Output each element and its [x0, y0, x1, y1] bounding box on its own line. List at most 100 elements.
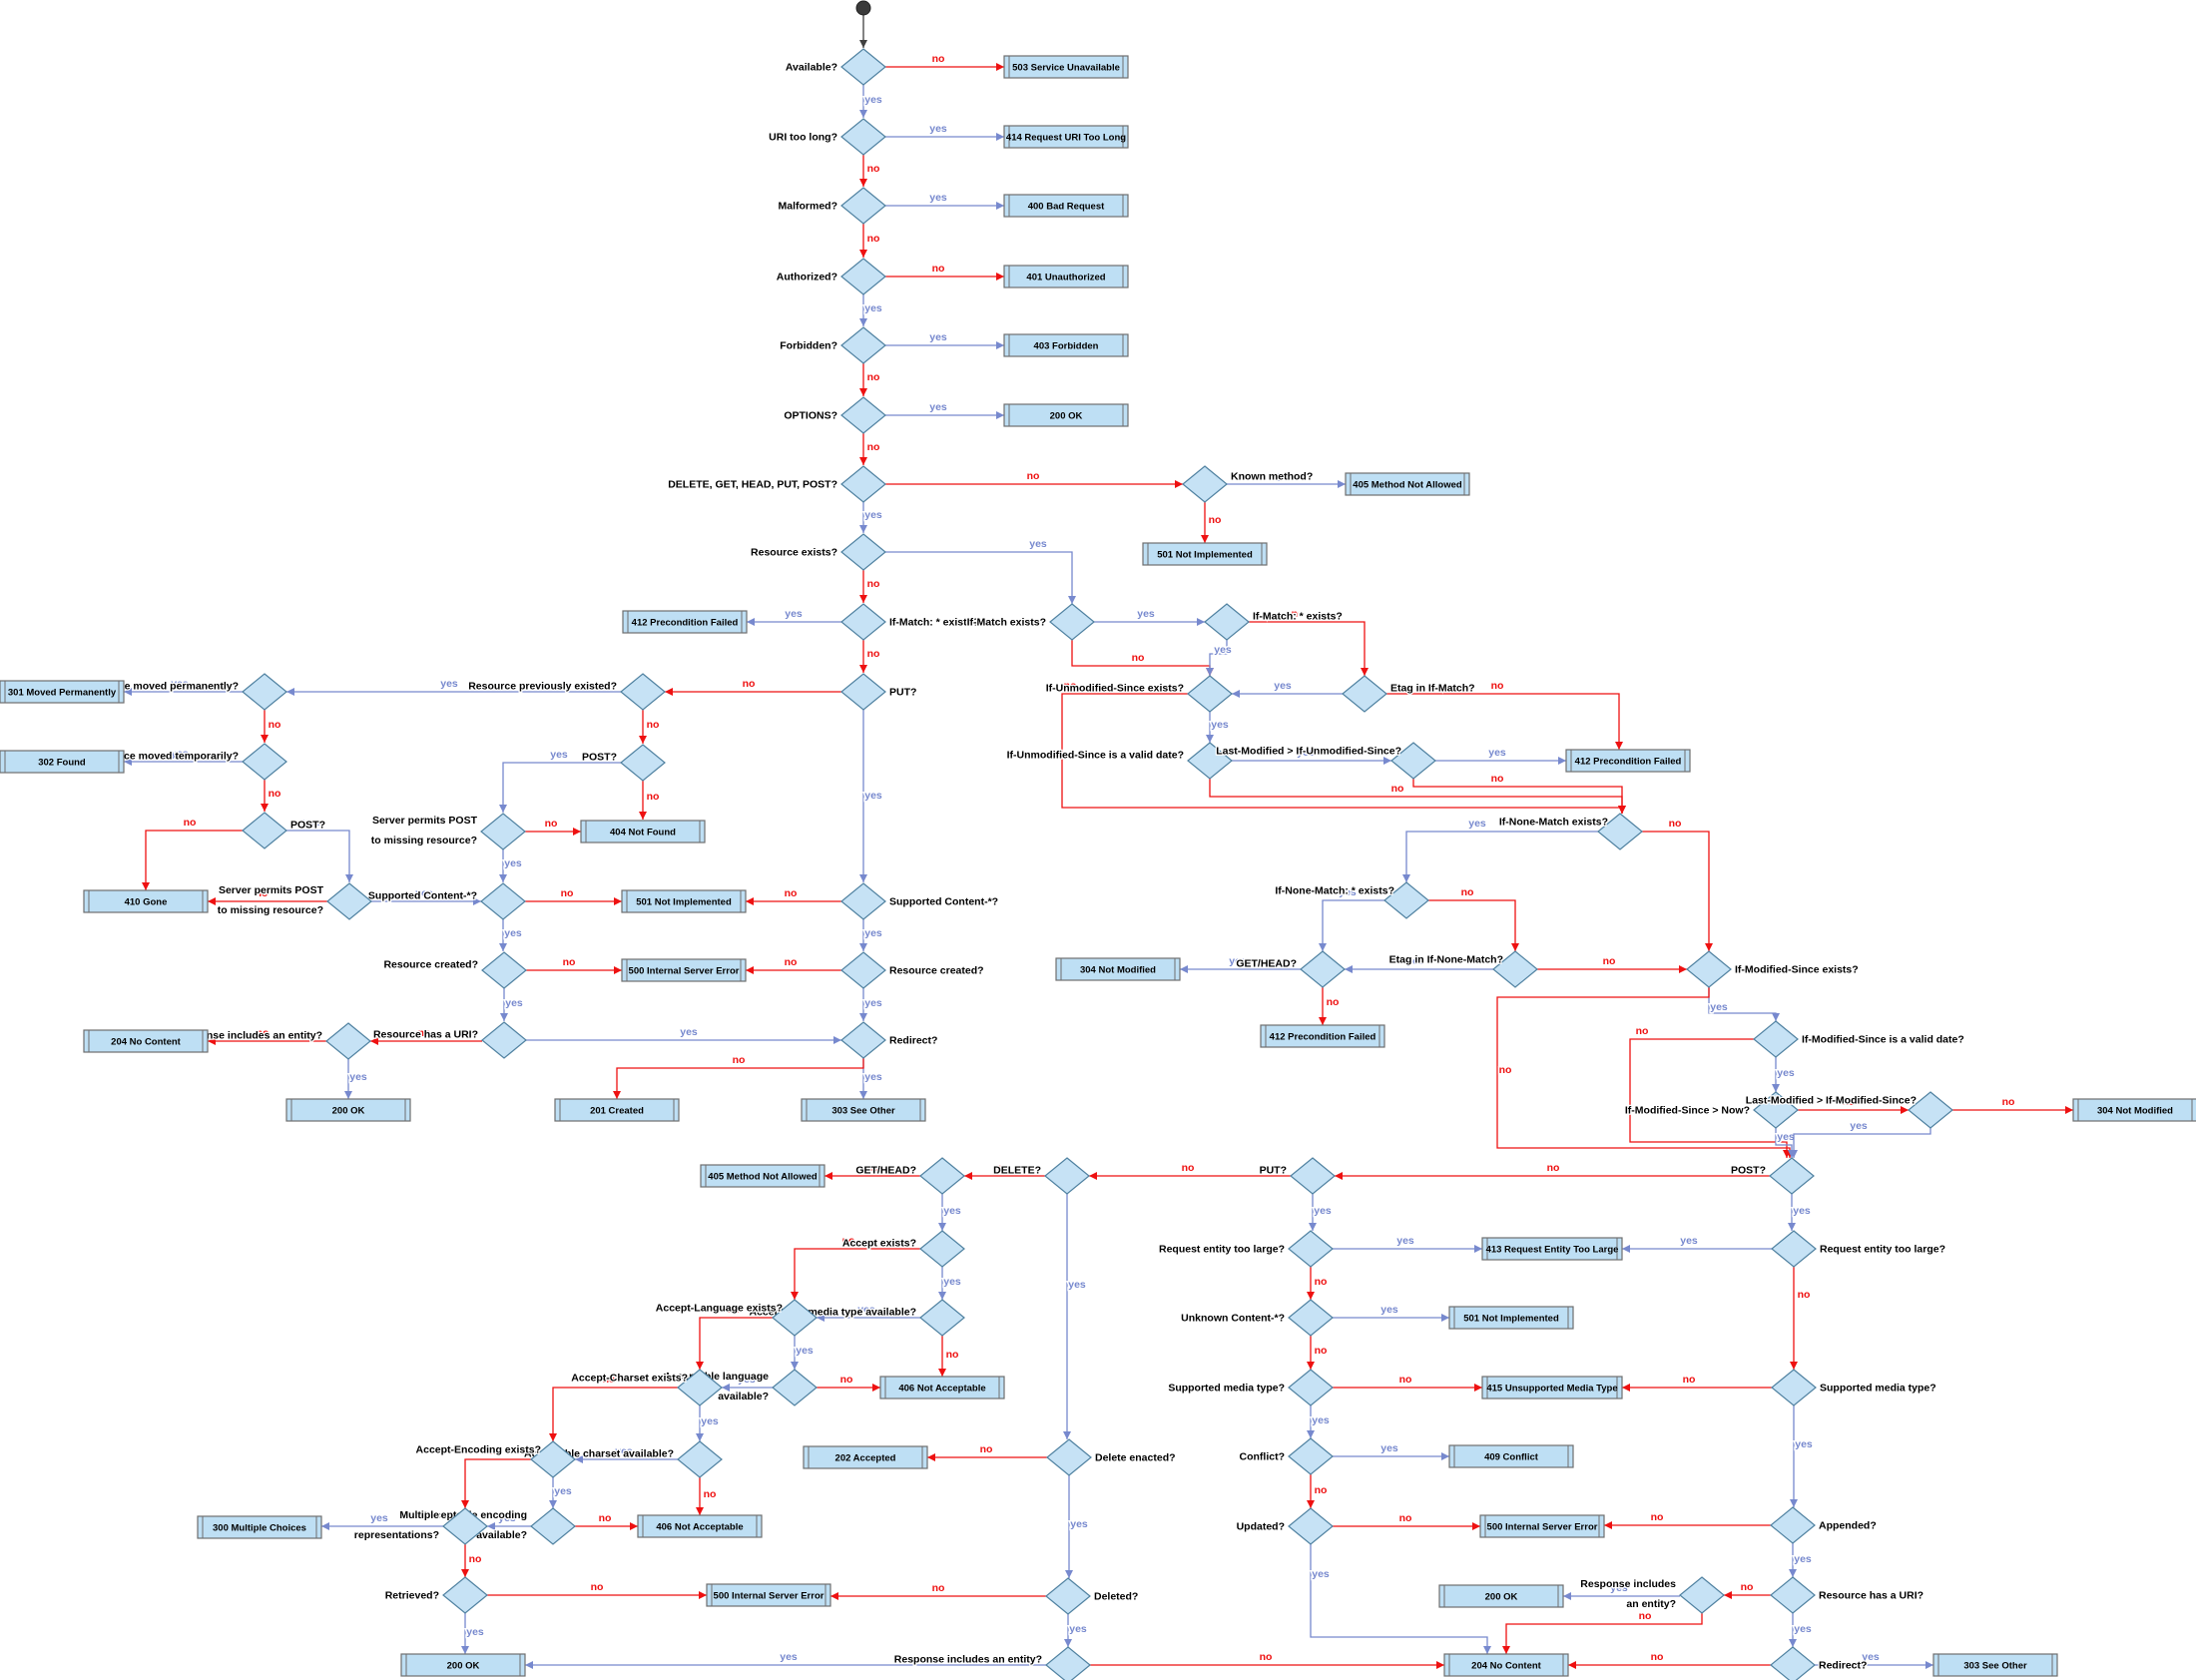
- node-b405a: 405 Method Not Allowed: [1345, 472, 1470, 496]
- decision-diamond: [1342, 675, 1387, 713]
- status-label: 202 Accepted: [835, 1453, 896, 1464]
- edge-label-no: no: [603, 1374, 616, 1386]
- edge-etag-in-if-match-yes-if-unmod-exists: yes: [1232, 679, 1343, 698]
- edge-label-no: no: [2002, 1096, 2015, 1108]
- edge-label-no: no: [733, 1054, 746, 1066]
- edge-res-moved-temp-no-post-b: no: [261, 780, 282, 812]
- edge-label-yes: yes: [171, 748, 189, 760]
- edge-label-no: no: [1260, 1651, 1273, 1663]
- edge-label-yes: yes: [1777, 1131, 1795, 1143]
- decision-label: If-None-Match exists?: [1499, 817, 1608, 829]
- status-box: [285, 1098, 411, 1122]
- node-post-a: POST?: [581, 744, 666, 782]
- edge-label-no: no: [1027, 470, 1040, 482]
- status-box: [580, 820, 706, 843]
- edge-label-no: no: [469, 1553, 482, 1565]
- node-server-permits-a: Server permits POST to missing resource?: [370, 813, 526, 850]
- edge-label-yes: yes: [1070, 1518, 1088, 1530]
- edge-resource-created-1-no-b500a: no: [746, 955, 841, 974]
- edge-resp-includes-entity-2-yes-b200c: yes: [525, 1650, 1046, 1669]
- node-options: OPTIONS?: [783, 396, 886, 434]
- edge-get-head-m-yes-accept-exists: yes: [938, 1194, 962, 1231]
- decision-label: Resource created?: [383, 959, 478, 971]
- edge-known-methods-yes-resource-exists: yes: [859, 502, 883, 533]
- node-if-mod-valid: If-Modified-Since is a valid date?: [1753, 1020, 1965, 1058]
- node-b406a: 406 Not Acceptable: [879, 1376, 1005, 1400]
- node-b501a: 501 Not Implemented: [1142, 542, 1268, 566]
- edge-res-moved-temp-yes-b302: yes: [124, 747, 243, 766]
- edge-updated-no-b500d: no: [1333, 1511, 1480, 1530]
- edge-acc-media-avail-yes-accept-lang-exists: yes: [817, 1303, 920, 1322]
- node-resource-has-uri-1: Resource has a URI?: [372, 1021, 527, 1059]
- edge-label-no: no: [867, 648, 880, 660]
- node-authorized: Authorized?: [776, 258, 886, 295]
- decision-label: Resource has a URI?: [1819, 1590, 1923, 1602]
- edge-label-no: no: [256, 887, 269, 899]
- status-label: 405 Method Not Allowed: [1353, 480, 1462, 491]
- status-box: [1260, 1024, 1385, 1048]
- edge-label-yes: yes: [1380, 1304, 1398, 1316]
- edges: no yes yes no yes no no yes yes no yes no no yes no yes…: [124, 15, 2073, 1669]
- decision-diamond: [840, 187, 886, 225]
- edge-label-yes: yes: [1069, 1623, 1087, 1635]
- edge-if-match-star-2-yes-if-unmod-exists: yes: [1206, 640, 1233, 676]
- decision-label: Resource has a URI?: [373, 1029, 478, 1041]
- decision-label: Resource exists?: [751, 547, 837, 559]
- status-box: [0, 750, 125, 774]
- status-box: [1003, 55, 1129, 79]
- edge-label-no: no: [1843, 1096, 1856, 1108]
- edge-label-yes: yes: [504, 857, 522, 869]
- edge-label-yes: yes: [1297, 747, 1315, 759]
- decision-diamond: [840, 465, 886, 503]
- edge-label-yes: yes: [780, 1651, 798, 1663]
- edge-acc-enc-avail-no-b406b: no: [575, 1511, 638, 1530]
- edge-label-yes: yes: [1137, 608, 1155, 620]
- edge-label-yes: yes: [554, 1485, 572, 1497]
- edge-if-unmod-valid-no-if-none-match-exists: no: [1209, 779, 1626, 814]
- edge-label-no: no: [599, 1512, 612, 1524]
- node-b400: 400 Bad Request: [1003, 194, 1129, 218]
- edge-label-yes: yes: [929, 331, 947, 343]
- edge-deleted-no-b500c: no: [830, 1581, 1046, 1600]
- edge-label-yes: yes: [171, 678, 189, 690]
- node-appended: Appended?: [1770, 1506, 1878, 1544]
- decision-label: GET/HEAD?: [855, 1165, 916, 1177]
- decision-label: Accept exists?: [842, 1238, 916, 1250]
- status-label: 410 Gone: [125, 897, 168, 908]
- status-box: [1479, 1514, 1605, 1538]
- edge-label-yes: yes: [415, 887, 433, 899]
- edge-label-yes: yes: [864, 1071, 882, 1083]
- decision-diamond: [840, 1021, 886, 1059]
- edge-acc-enc-avail-yes-multiple-reps: yes: [487, 1511, 531, 1530]
- edge-label-yes: yes: [466, 1626, 484, 1638]
- decision-label: Accept-Charset exists?: [571, 1373, 688, 1385]
- edge-label-no: no: [269, 788, 281, 800]
- edge-label-no: no: [785, 887, 798, 899]
- node-b303b: 303 See Other: [1932, 1653, 2058, 1677]
- edge-appended-no-b500d: no: [1604, 1510, 1771, 1529]
- decision-label: Etag in If-Match?: [1390, 683, 1475, 695]
- node-b200c: 200 OK: [400, 1653, 526, 1677]
- node-b412b: 412 Precondition Failed: [1565, 749, 1691, 773]
- edge-etag-in-if-none-match-no-if-mod-since-exists: no: [1537, 954, 1687, 973]
- edge-label-yes: yes: [1380, 1442, 1398, 1454]
- edge-label-no: no: [563, 956, 576, 968]
- edge-resource-exists-no-if-match-star: no: [859, 570, 881, 603]
- decision-label: Supported Content-*?: [889, 896, 998, 908]
- edge-multiple-reps-no-retrieved: no: [461, 1544, 483, 1577]
- decision-label: Server permits POST: [219, 884, 324, 896]
- decision-diamond: [919, 1299, 965, 1337]
- decision-label: Request entity too large?: [1159, 1244, 1285, 1256]
- edge-label-no: no: [490, 1445, 503, 1457]
- edge-put-m-no-delete-m: no: [1089, 1161, 1291, 1180]
- edge-multiple-reps-yes-b300: yes: [321, 1511, 443, 1530]
- status-box: [637, 1514, 763, 1538]
- status-box: [1142, 542, 1268, 566]
- node-if-match-star: If-Match: * exists?: [840, 603, 980, 641]
- edge-label-yes: yes: [370, 1512, 388, 1524]
- decision-diamond: [442, 1576, 488, 1614]
- edge-label-yes: yes: [1068, 1279, 1086, 1291]
- node-put: PUT?: [840, 673, 918, 711]
- edge-label-no: no: [946, 1349, 959, 1361]
- edge-updated-yes-b204b: yes: [1310, 1544, 1491, 1654]
